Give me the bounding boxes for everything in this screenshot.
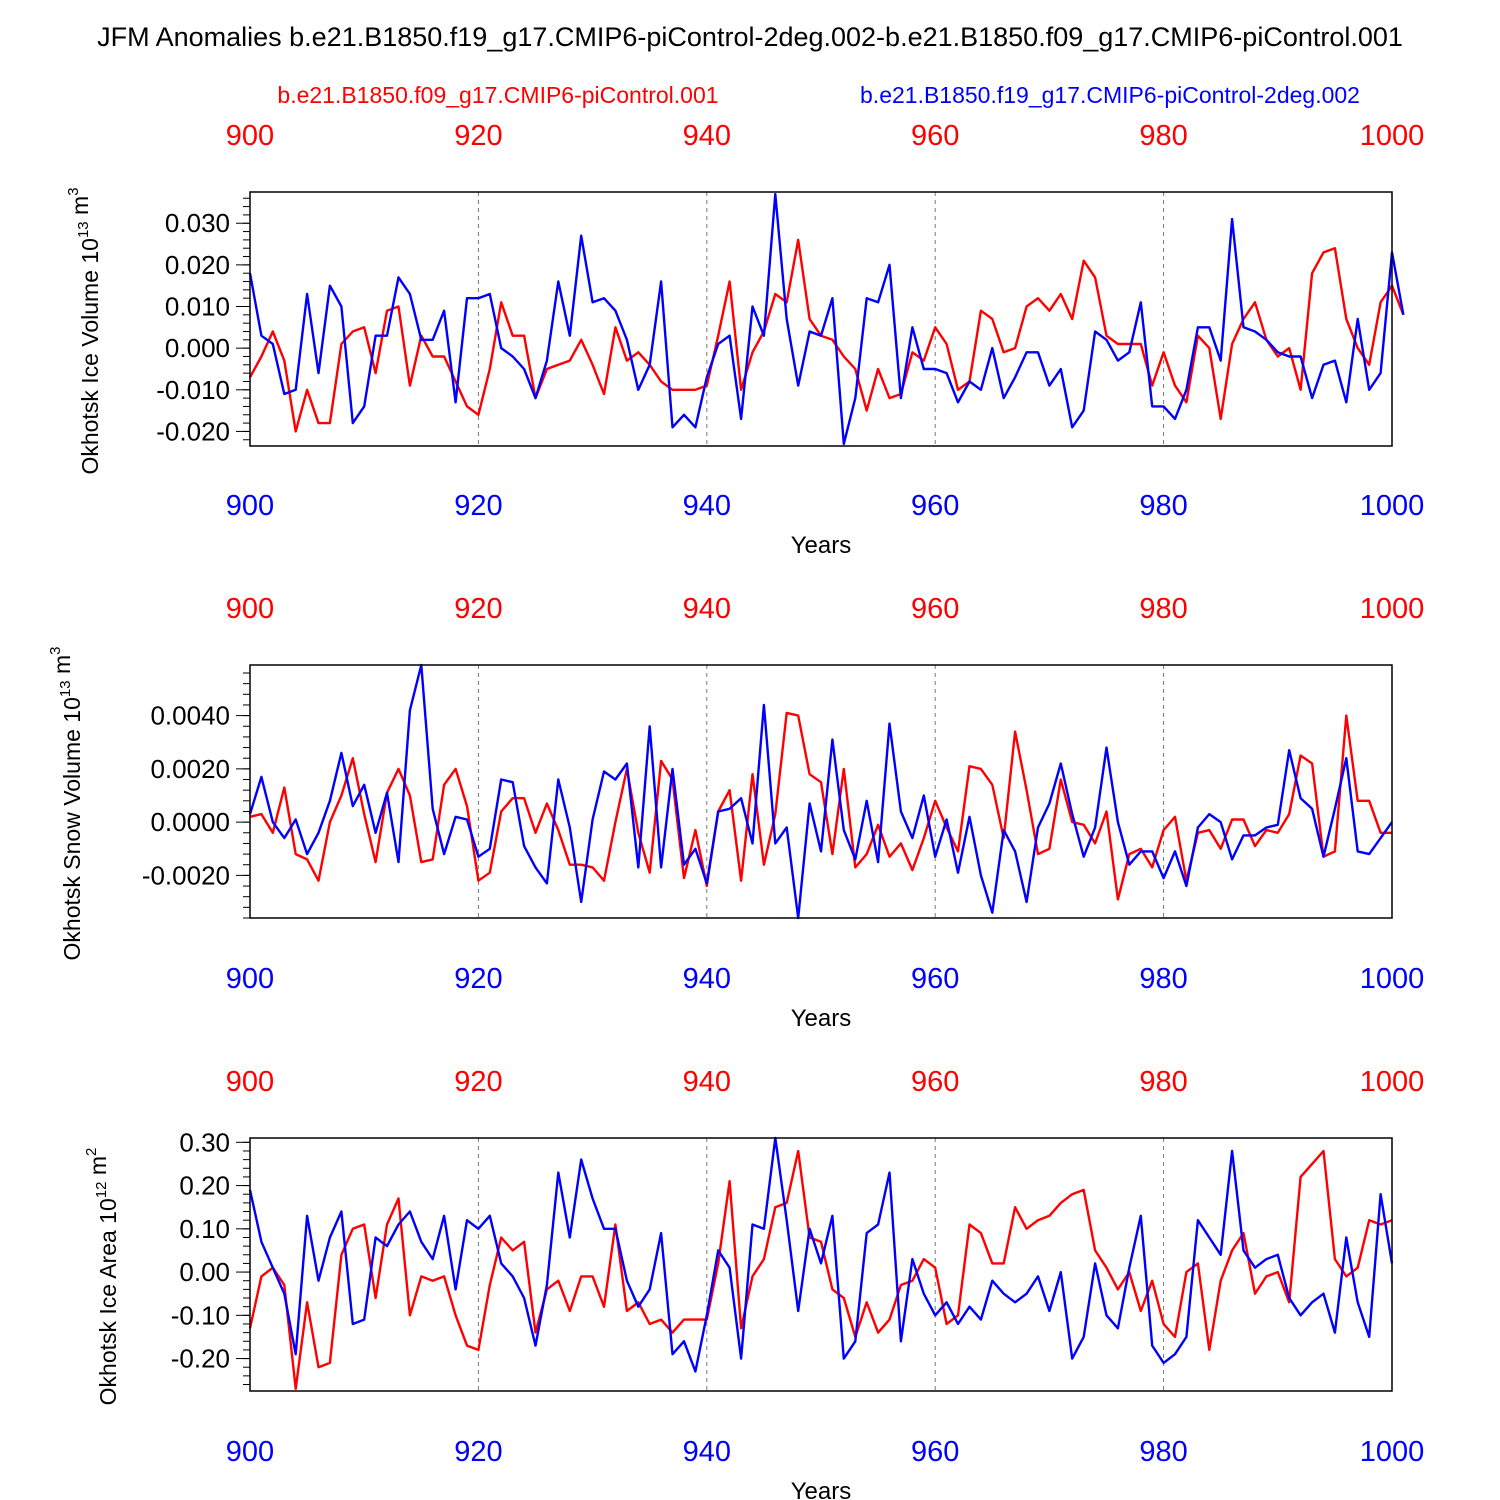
blue-series-line: [248, 1136, 1394, 1373]
x-tick-label-bottom: 900: [226, 963, 274, 995]
x-tick-label-bottom: 980: [1139, 490, 1187, 522]
x-tick-label-top: 900: [226, 1066, 274, 1098]
plot-frame: [249, 664, 1393, 919]
x-tick-label-bottom: 960: [911, 1436, 959, 1468]
blue-series-line: [248, 192, 1405, 446]
y-tick-label: 0.030: [165, 208, 230, 238]
x-tick-label-top: 1000: [1360, 1066, 1425, 1098]
x-tick-label-bottom: 900: [226, 1436, 274, 1468]
x-tick-label-bottom: 940: [683, 963, 731, 995]
y-tick-label: -0.20: [171, 1344, 230, 1374]
chart-panel-2: -0.0020 0.0000 0.0020 0.0040 900 900 920 920 940…: [47, 593, 1424, 1032]
x-tick-label-bottom: 1000: [1360, 1436, 1425, 1468]
y-tick-label: 0.020: [165, 250, 230, 280]
y-tick-label: -0.010: [156, 375, 230, 405]
x-tick-label-bottom: 920: [454, 490, 502, 522]
y-tick-label: 0.0040: [150, 701, 230, 731]
y-tick-label: 0.0020: [150, 754, 230, 784]
red-series-line: [249, 711, 1392, 901]
x-tick-label-bottom: 960: [911, 963, 959, 995]
legend-blue-label: b.e21.B1850.f19_g17.CMIP6-piControl-2deg…: [860, 82, 1360, 108]
y-tick-label: 0.30: [179, 1127, 230, 1157]
y-axis-label: Okhotsk Snow Volume 1013 m3: [47, 647, 85, 961]
blue-series-line: [248, 663, 1393, 920]
x-tick-label-bottom: 980: [1139, 963, 1187, 995]
x-axis-label: Years: [791, 1478, 852, 1500]
x-tick-label-bottom: 980: [1139, 1436, 1187, 1468]
y-tick-label: 0.000: [165, 333, 230, 363]
y-tick-label: -0.020: [156, 416, 230, 446]
chart-panel-1: -0.020 -0.010 0.000 0.010 0.020 0.030 900 900 92…: [65, 120, 1424, 559]
legend-red-label: b.e21.B1850.f09_g17.CMIP6-piControl.001: [277, 82, 718, 108]
x-tick-label-top: 900: [226, 120, 274, 152]
y-axis-label: Okhotsk Ice Area 1012 m2: [83, 1148, 121, 1406]
x-tick-label-bottom: 940: [683, 1436, 731, 1468]
y-tick-label: -0.10: [171, 1300, 230, 1330]
x-tick-label-bottom: 920: [454, 1436, 502, 1468]
x-tick-label-top: 900: [226, 593, 274, 625]
x-tick-label-top: 940: [683, 593, 731, 625]
plot-frame: [249, 191, 1393, 447]
y-tick-label: 0.10: [179, 1214, 230, 1244]
x-tick-label-bottom: 1000: [1360, 490, 1425, 522]
x-tick-label-top: 1000: [1360, 593, 1425, 625]
x-tick-label-top: 920: [454, 593, 502, 625]
plot-frame: [249, 1137, 1393, 1392]
x-tick-label-top: 960: [911, 593, 959, 625]
x-tick-label-top: 940: [683, 120, 731, 152]
x-axis-label: Years: [791, 1005, 852, 1032]
x-tick-label-top: 960: [911, 1066, 959, 1098]
red-series-line: [248, 238, 1405, 433]
x-tick-label-top: 920: [454, 1066, 502, 1098]
x-tick-label-top: 980: [1139, 593, 1187, 625]
y-tick-label: 0.010: [165, 292, 230, 322]
x-tick-label-bottom: 1000: [1360, 963, 1425, 995]
y-tick-label: -0.0020: [142, 860, 230, 890]
x-axis-label: Years: [791, 532, 852, 559]
x-tick-label-bottom: 920: [454, 963, 502, 995]
y-axis-label: Okhotsk Ice Volume 1013 m3: [65, 187, 103, 474]
y-tick-label: 0.20: [179, 1171, 230, 1201]
y-tick-label: 0.0000: [150, 807, 230, 837]
x-tick-label-top: 1000: [1360, 120, 1425, 152]
red-series-line: [248, 1149, 1393, 1391]
x-tick-label-top: 960: [911, 120, 959, 152]
x-tick-label-bottom: 940: [683, 490, 731, 522]
chart-panel-3: -0.20 -0.10 0.00 0.10 0.20 0.30 900 900 920 920 94…: [83, 1066, 1424, 1500]
x-tick-label-top: 920: [454, 120, 502, 152]
x-tick-label-bottom: 960: [911, 490, 959, 522]
figure-title: JFM Anomalies b.e21.B1850.f19_g17.CMIP6-…: [97, 22, 1403, 52]
x-tick-label-top: 980: [1139, 120, 1187, 152]
x-tick-label-top: 940: [683, 1066, 731, 1098]
y-tick-label: 0.00: [179, 1257, 230, 1287]
x-tick-label-bottom: 900: [226, 490, 274, 522]
x-tick-label-top: 980: [1139, 1066, 1187, 1098]
